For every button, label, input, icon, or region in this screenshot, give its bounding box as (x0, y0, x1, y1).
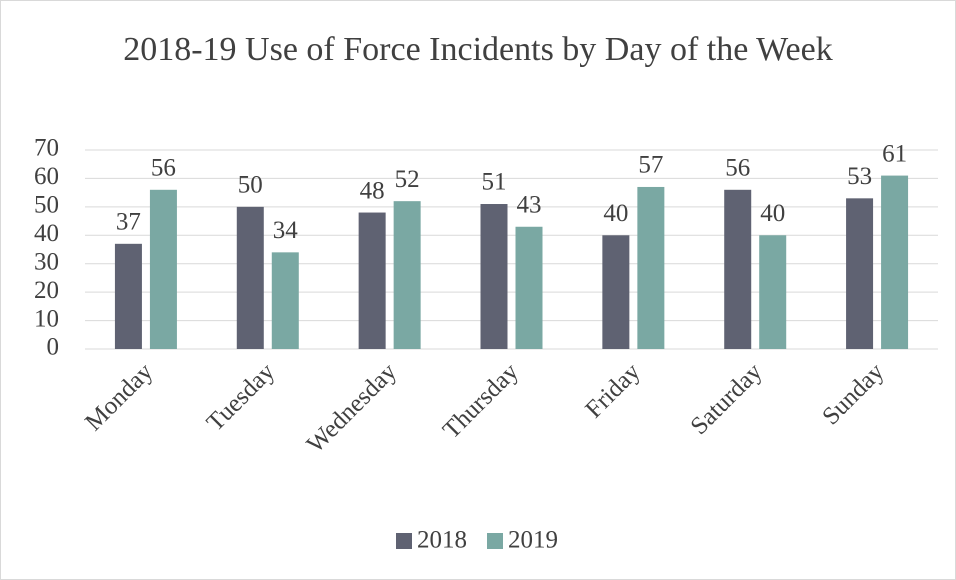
y-tick-label: 20 (34, 277, 59, 304)
data-label: 48 (360, 177, 385, 204)
y-tick-label: 30 (34, 248, 59, 275)
data-label: 37 (116, 209, 141, 236)
data-label: 57 (638, 152, 663, 179)
y-tick-label: 50 (34, 192, 59, 219)
bar (271, 252, 299, 349)
bar (515, 226, 543, 349)
y-tick-label: 40 (34, 220, 59, 247)
data-label: 51 (482, 169, 507, 196)
legend-label: 2018 (417, 527, 467, 554)
data-label: 40 (603, 200, 628, 227)
chart-title: 2018-19 Use of Force Incidents by Day of… (123, 31, 833, 68)
data-label: 40 (760, 200, 785, 227)
bar (236, 206, 264, 349)
data-label: 52 (395, 166, 420, 193)
bar (480, 204, 508, 349)
y-tick-label: 0 (47, 334, 60, 361)
bar (846, 198, 874, 349)
y-tick-label: 10 (34, 305, 59, 332)
legend-swatch (396, 533, 412, 549)
data-label: 43 (517, 191, 542, 218)
bar (114, 243, 142, 349)
bar (358, 212, 386, 349)
bar (881, 175, 909, 349)
data-label: 56 (725, 155, 750, 182)
bar (602, 235, 630, 349)
data-label: 50 (238, 172, 263, 199)
bar (759, 235, 787, 349)
data-label: 61 (882, 140, 907, 167)
legend-label: 2019 (508, 527, 558, 554)
data-label: 56 (151, 155, 176, 182)
data-label: 34 (273, 217, 299, 244)
y-tick-label: 60 (34, 163, 59, 190)
y-tick-label: 70 (34, 135, 59, 162)
bar (637, 186, 665, 349)
bar (149, 189, 177, 349)
legend-swatch (487, 533, 503, 549)
data-label: 53 (847, 163, 872, 190)
bar (724, 189, 752, 349)
bar (393, 201, 421, 349)
